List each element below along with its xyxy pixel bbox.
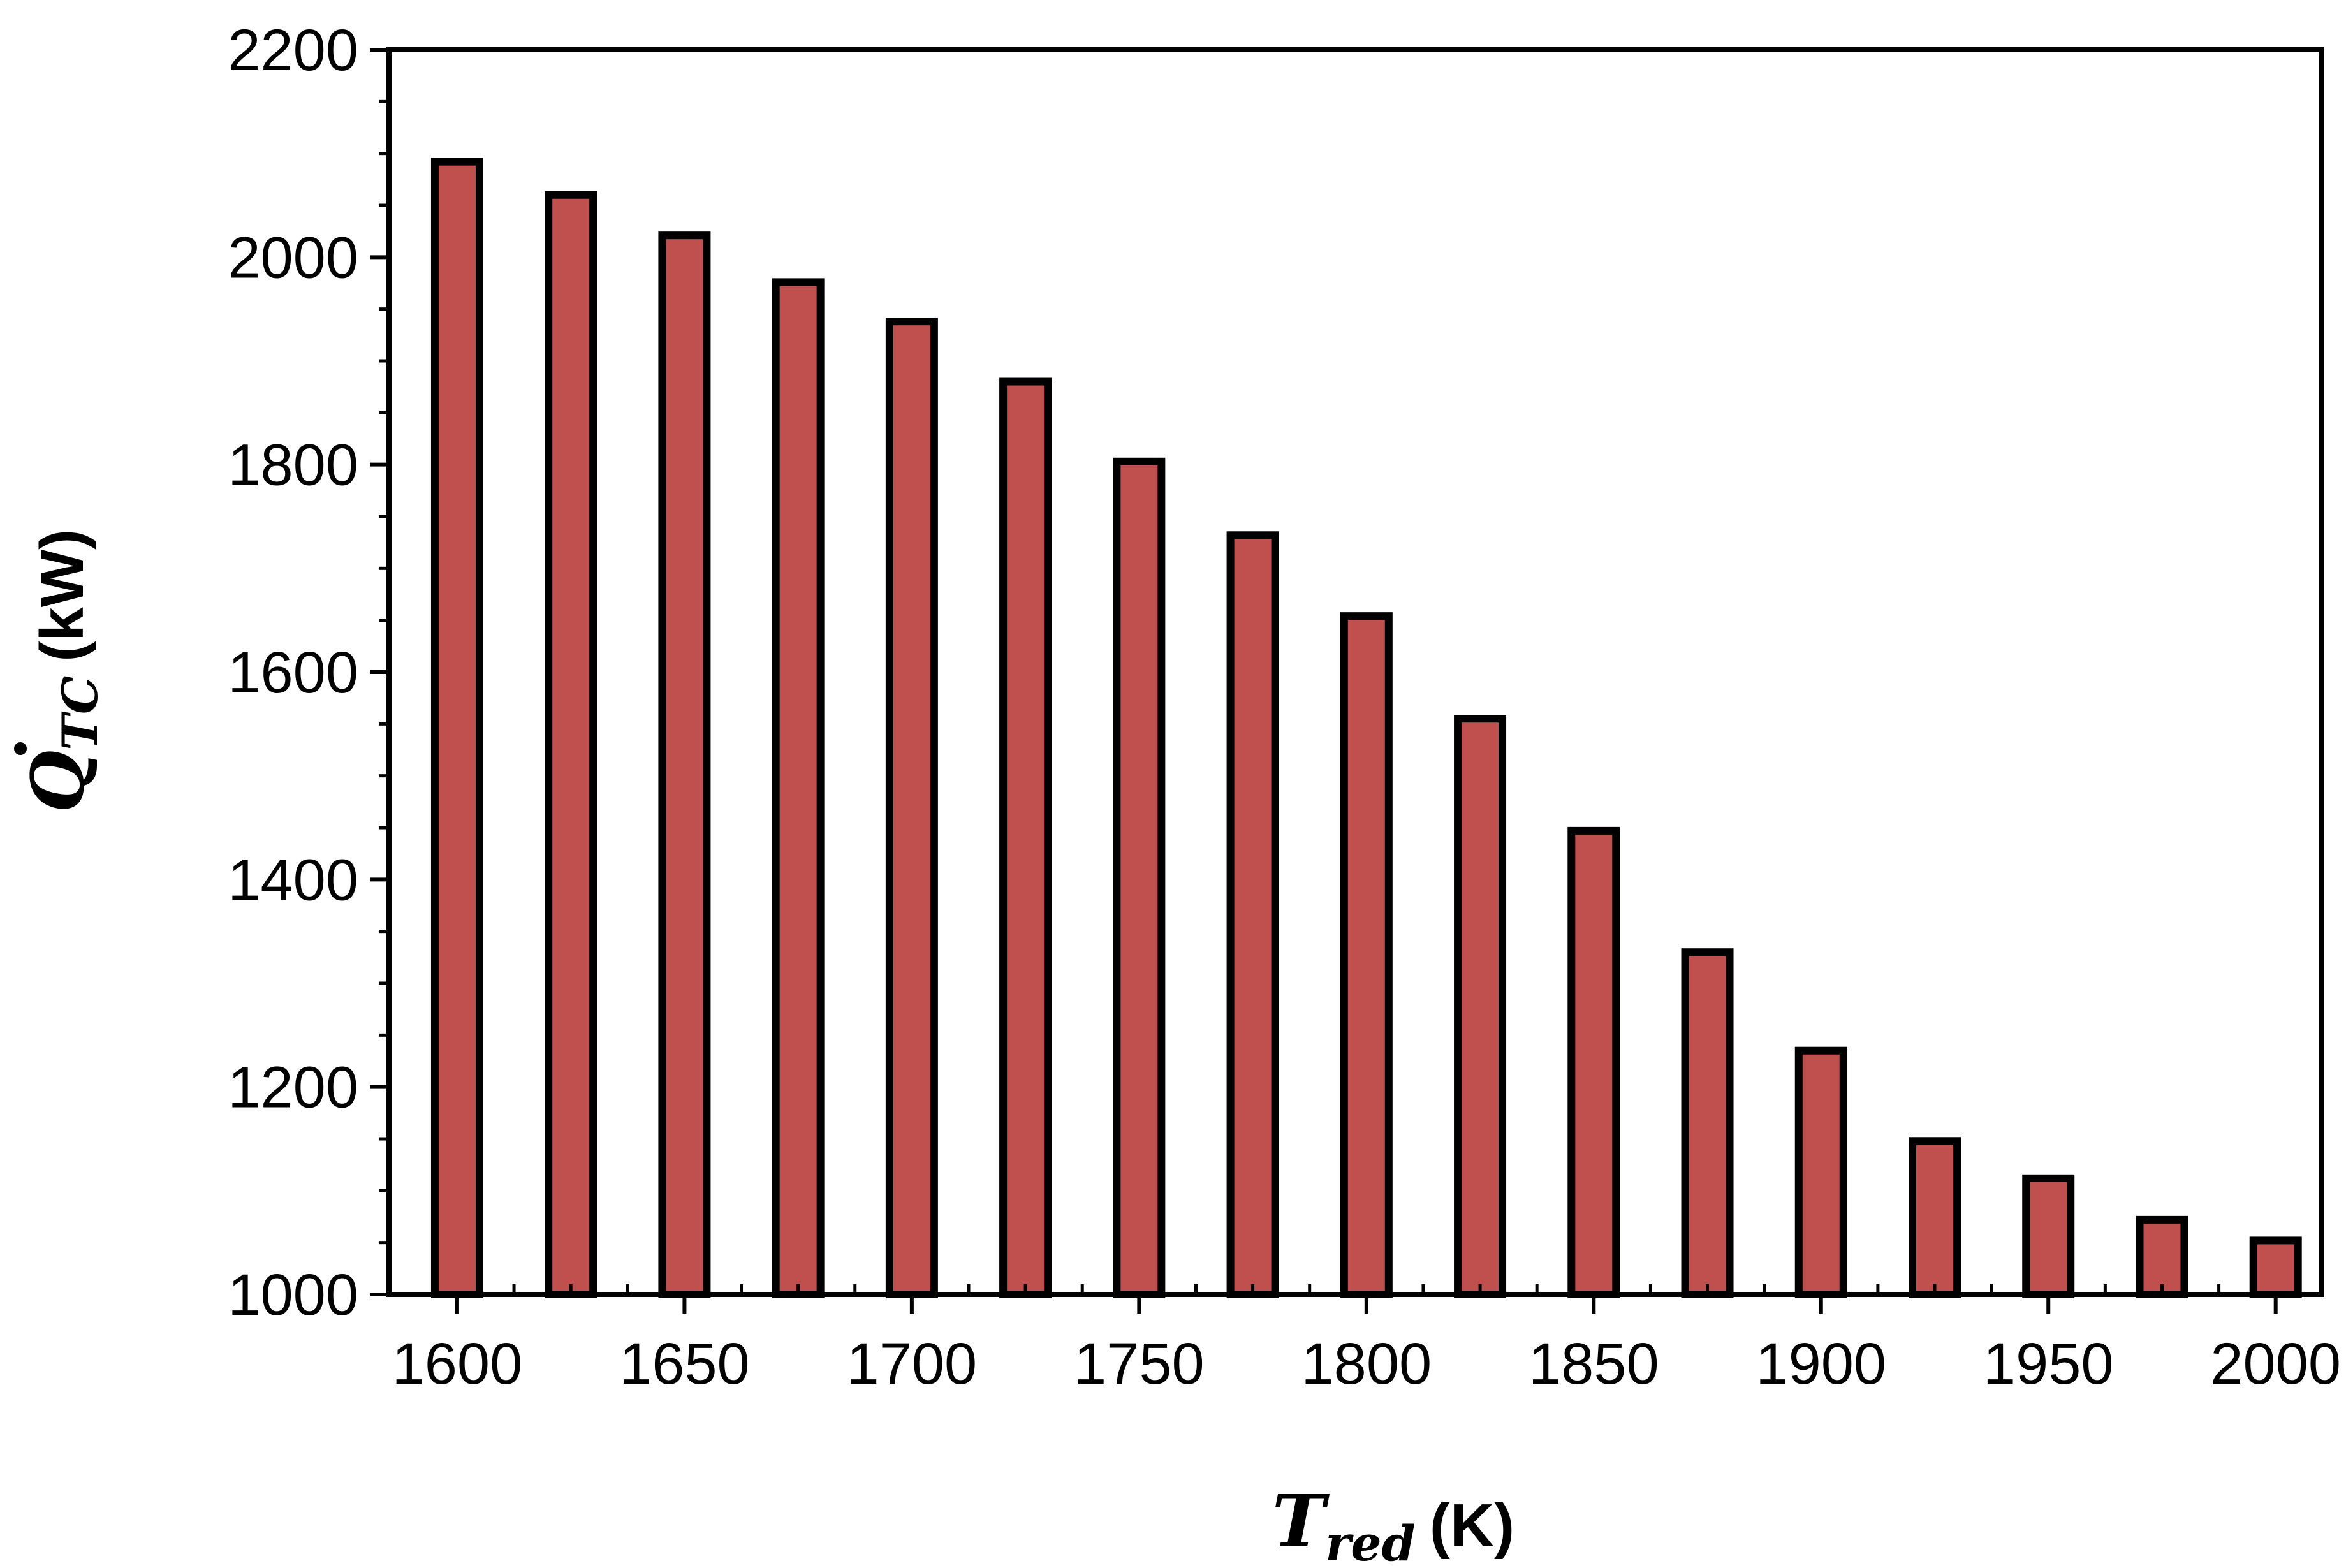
x-ticks: 1600 1650 1700 1750 1800 1850 1900 1950 2000	[392, 1294, 2341, 1396]
y-tick-label-2200: 2200	[228, 18, 358, 83]
bar-2000	[2249, 1236, 2302, 1298]
bar-1825	[1454, 715, 1507, 1298]
x-tick-label-1600: 1600	[392, 1331, 523, 1396]
y-tick-label-1200: 1200	[228, 1055, 358, 1120]
x-axis-subscript: red	[1325, 1515, 1416, 1568]
bar-1625	[545, 191, 597, 1299]
y-tick-label-1000: 1000	[228, 1263, 358, 1328]
y-tick-label-1800: 1800	[228, 433, 358, 498]
bar-1600	[430, 158, 483, 1298]
y-axis-title: QTC (kW)	[17, 529, 108, 813]
y-axis-unit: (kW)	[28, 529, 96, 662]
x-tick-label-2000: 2000	[2210, 1331, 2341, 1396]
bar-1650	[658, 231, 711, 1298]
bar-1750	[1113, 457, 1166, 1299]
x-tick-label-1700: 1700	[847, 1331, 978, 1396]
bar-1725	[999, 377, 1052, 1298]
bar-1950	[2022, 1174, 2075, 1299]
y-tick-label-1400: 1400	[228, 847, 358, 912]
bars-group	[430, 158, 2302, 1299]
y-tick-label-2000: 2000	[228, 225, 358, 290]
x-tick-label-1800: 1800	[1301, 1331, 1432, 1396]
bar-1875	[1681, 948, 1734, 1298]
y-axis-symbol-dot	[14, 742, 27, 755]
y-axis-subscript: TC	[52, 676, 108, 751]
x-tick-label-1950: 1950	[1983, 1331, 2114, 1396]
x-axis-symbol: T	[1272, 1480, 1330, 1564]
plot-frame	[386, 47, 2324, 1297]
x-axis-unit: (K)	[1430, 1491, 1514, 1560]
bar-1975	[2136, 1215, 2188, 1299]
y-axis-symbol: Q	[17, 751, 100, 813]
bar-1850	[1567, 826, 1620, 1298]
x-tick-label-1850: 1850	[1529, 1331, 1659, 1396]
x-tick-label-1900: 1900	[1756, 1331, 1886, 1396]
y-ticks: 1000 1200 1400 1600 1800 2000 2200	[228, 18, 389, 1328]
bar-1800	[1340, 612, 1393, 1298]
bar-1675	[772, 278, 825, 1299]
x-axis-title: Tred (K)	[1272, 1480, 1514, 1568]
bar-1900	[1794, 1046, 1847, 1298]
x-tick-label-1650: 1650	[619, 1331, 750, 1396]
bar-1700	[885, 318, 938, 1299]
bar-1925	[1909, 1137, 1961, 1298]
y-tick-label-1600: 1600	[228, 640, 358, 705]
x-tick-label-1750: 1750	[1074, 1331, 1205, 1396]
bar-1775	[1226, 531, 1279, 1298]
